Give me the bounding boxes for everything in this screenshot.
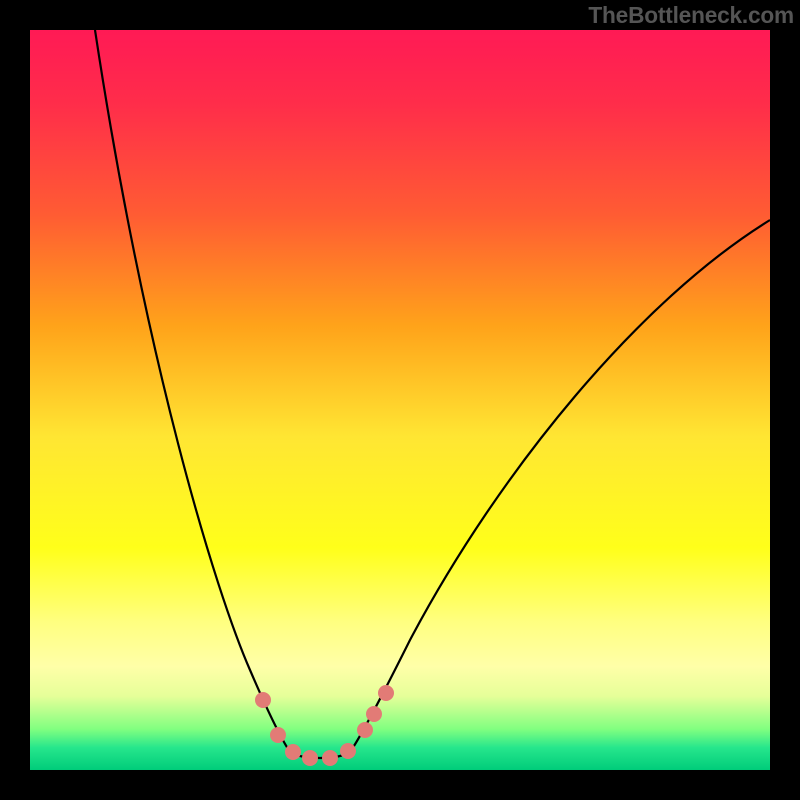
marker-point [378, 685, 394, 701]
marker-point [357, 722, 373, 738]
marker-point [322, 750, 338, 766]
watermark-text: TheBottleneck.com [588, 2, 794, 29]
marker-point [255, 692, 271, 708]
marker-point [340, 743, 356, 759]
marker-point [302, 750, 318, 766]
marker-point [285, 744, 301, 760]
marker-point [366, 706, 382, 722]
marker-point [270, 727, 286, 743]
chart-canvas [0, 0, 800, 800]
chart-svg [0, 0, 800, 800]
chart-root: TheBottleneck.com [0, 0, 800, 800]
